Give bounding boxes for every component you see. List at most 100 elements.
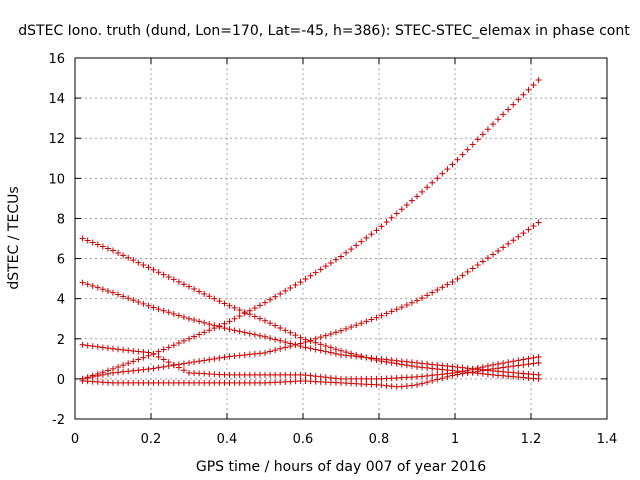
data-point xyxy=(110,345,116,352)
data-point xyxy=(170,379,177,386)
data-point xyxy=(256,371,263,378)
data-point xyxy=(110,379,116,386)
data-point xyxy=(160,356,167,363)
data-point xyxy=(231,371,238,378)
data-point xyxy=(525,355,532,362)
data-point xyxy=(464,369,471,376)
data-point xyxy=(226,371,233,378)
data-point xyxy=(373,375,380,382)
data-point xyxy=(160,346,167,353)
data-point xyxy=(282,378,289,385)
data-point xyxy=(277,324,284,331)
data-point xyxy=(170,361,177,368)
data-point xyxy=(434,376,441,383)
data-point xyxy=(216,371,223,378)
data-point xyxy=(408,197,415,204)
data-point xyxy=(130,379,137,386)
y-tick-label: 16 xyxy=(48,52,65,67)
data-point xyxy=(84,281,91,288)
data-point xyxy=(282,287,289,294)
data-point xyxy=(505,106,512,113)
data-point xyxy=(424,379,431,386)
data-point xyxy=(302,276,309,283)
data-point xyxy=(104,345,111,352)
data-point xyxy=(459,272,466,279)
data-point xyxy=(191,379,198,386)
y-tick-label: 0 xyxy=(57,373,65,388)
data-point xyxy=(515,362,522,369)
data-point xyxy=(251,350,258,357)
data-point xyxy=(292,378,299,385)
data-point xyxy=(282,344,289,351)
data-point xyxy=(221,300,228,307)
data-point xyxy=(246,371,253,378)
data-point xyxy=(191,286,198,293)
data-point xyxy=(292,371,299,378)
data-point xyxy=(302,372,309,379)
data-point xyxy=(317,347,324,354)
data-point xyxy=(277,337,284,344)
data-point xyxy=(231,353,238,360)
data-point xyxy=(363,318,370,325)
data-point xyxy=(322,348,329,355)
data-point xyxy=(403,382,410,389)
data-point xyxy=(170,276,177,283)
data-point xyxy=(408,299,415,306)
data-point xyxy=(84,237,91,244)
data-point xyxy=(520,361,527,368)
data-point xyxy=(459,370,466,377)
data-point xyxy=(226,326,233,333)
data-point xyxy=(414,359,420,366)
data-point xyxy=(383,382,390,389)
data-point xyxy=(135,379,142,386)
data-point xyxy=(358,320,365,327)
data-point xyxy=(343,352,350,359)
data-point xyxy=(251,371,258,378)
data-point xyxy=(130,367,137,374)
data-point xyxy=(160,271,167,278)
data-point xyxy=(191,317,198,324)
data-point xyxy=(373,355,380,362)
data-point xyxy=(317,266,324,273)
data-point xyxy=(180,314,187,321)
data-point xyxy=(429,372,436,379)
data-point xyxy=(388,375,395,382)
data-point xyxy=(287,378,294,385)
data-point xyxy=(221,325,228,332)
data-point xyxy=(505,363,512,370)
data-point xyxy=(449,363,456,370)
data-point xyxy=(115,291,122,298)
data-point xyxy=(186,315,192,322)
data-point xyxy=(408,374,415,381)
data-point xyxy=(272,322,279,329)
data-point xyxy=(201,319,208,326)
data-point xyxy=(125,360,132,367)
data-point xyxy=(236,313,243,320)
data-point xyxy=(535,359,542,366)
data-point xyxy=(388,383,395,390)
data-point xyxy=(490,121,496,128)
data-point xyxy=(322,342,329,349)
series-6 xyxy=(79,359,542,390)
data-point xyxy=(272,379,279,386)
data-point xyxy=(165,344,172,351)
y-tick-label: 6 xyxy=(57,253,65,268)
data-point xyxy=(358,375,365,382)
data-point xyxy=(226,302,233,309)
data-point xyxy=(145,379,152,386)
data-point xyxy=(236,352,243,359)
data-point xyxy=(297,378,304,385)
x-tick-label: 0.8 xyxy=(369,432,390,447)
data-point xyxy=(140,261,147,268)
data-point xyxy=(125,347,132,354)
data-point xyxy=(343,249,350,256)
data-point xyxy=(206,379,213,386)
data-point xyxy=(246,330,253,337)
data-point xyxy=(236,328,243,335)
data-point xyxy=(327,344,334,351)
data-point xyxy=(135,259,142,266)
data-point xyxy=(206,293,213,300)
data-point xyxy=(338,379,344,386)
data-point xyxy=(393,210,400,217)
data-point xyxy=(408,382,415,389)
